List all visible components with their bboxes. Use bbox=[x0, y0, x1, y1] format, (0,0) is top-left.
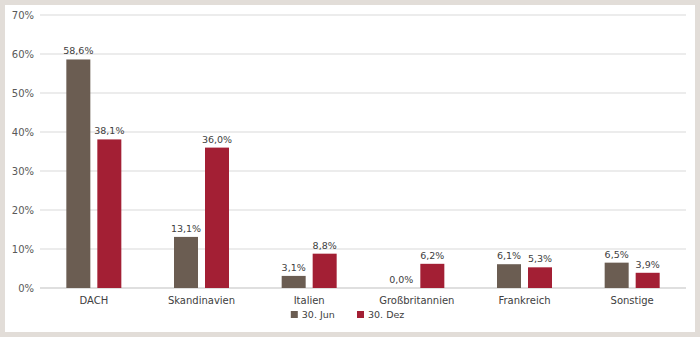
bar bbox=[282, 276, 306, 288]
bar bbox=[97, 139, 121, 288]
legend-swatch bbox=[357, 311, 364, 318]
data-label: 0,0% bbox=[389, 274, 413, 285]
bar bbox=[636, 273, 660, 288]
category-label: Italien bbox=[294, 295, 325, 306]
data-label: 3,1% bbox=[282, 262, 306, 273]
data-label: 8,8% bbox=[313, 240, 337, 251]
axis-line bbox=[40, 288, 686, 289]
bar bbox=[389, 288, 413, 289]
grid-line bbox=[40, 54, 686, 55]
y-tick-label: 40% bbox=[12, 127, 34, 138]
grid-line bbox=[40, 171, 686, 172]
legend: 30. Jun 30. Dez bbox=[291, 309, 404, 320]
category-label: Frankreich bbox=[498, 295, 550, 306]
legend-label: 30. Jun bbox=[302, 309, 335, 320]
y-tick-label: 50% bbox=[12, 88, 34, 99]
data-label: 6,1% bbox=[497, 250, 521, 261]
grid-line bbox=[40, 15, 686, 16]
chart-svg: 0% 10% 20% 30% 40% 50% 60% 70% 58,6% 38,1% 13,1% 36… bbox=[0, 0, 700, 337]
category-label: Skandinavien bbox=[168, 295, 235, 306]
bar bbox=[605, 263, 629, 288]
y-tick-label: 20% bbox=[12, 205, 34, 216]
legend-label: 30. Dez bbox=[368, 309, 404, 320]
bar bbox=[420, 264, 444, 288]
data-label: 58,6% bbox=[63, 45, 93, 56]
chart-container: 0% 10% 20% 30% 40% 50% 60% 70% 58,6% 38,1% 13,1% 36… bbox=[0, 0, 700, 337]
y-tick-label: 60% bbox=[12, 49, 34, 60]
data-label: 3,9% bbox=[636, 259, 660, 270]
bar bbox=[313, 254, 337, 288]
grid-line bbox=[40, 210, 686, 211]
grid-line bbox=[40, 93, 686, 94]
grid-line bbox=[40, 249, 686, 250]
y-tick-label: 30% bbox=[12, 166, 34, 177]
data-label: 38,1% bbox=[94, 125, 124, 136]
y-tick-label: 10% bbox=[12, 244, 34, 255]
data-label: 6,2% bbox=[420, 250, 444, 261]
bar bbox=[528, 267, 552, 288]
legend-swatch bbox=[291, 311, 298, 318]
data-label: 6,5% bbox=[605, 249, 629, 260]
bar bbox=[205, 148, 229, 288]
bar bbox=[174, 237, 198, 288]
data-label: 36,0% bbox=[202, 134, 232, 145]
y-tick-label: 70% bbox=[12, 10, 34, 21]
data-label: 5,3% bbox=[528, 253, 552, 264]
bar bbox=[497, 264, 521, 288]
frame bbox=[0, 0, 700, 337]
y-tick-label: 0% bbox=[18, 283, 34, 294]
grid-line bbox=[40, 132, 686, 133]
category-label: Großbritannien bbox=[379, 295, 454, 306]
category-label: DACH bbox=[79, 295, 108, 306]
data-label: 13,1% bbox=[171, 223, 201, 234]
category-label: Sonstige bbox=[611, 295, 654, 306]
bars bbox=[66, 59, 659, 288]
background bbox=[5, 5, 695, 332]
data-labels: 58,6% 38,1% 13,1% 36,0% 3,1% 8,8% 0,0% 6,2% 6,1%… bbox=[63, 45, 659, 285]
bar bbox=[66, 59, 90, 288]
